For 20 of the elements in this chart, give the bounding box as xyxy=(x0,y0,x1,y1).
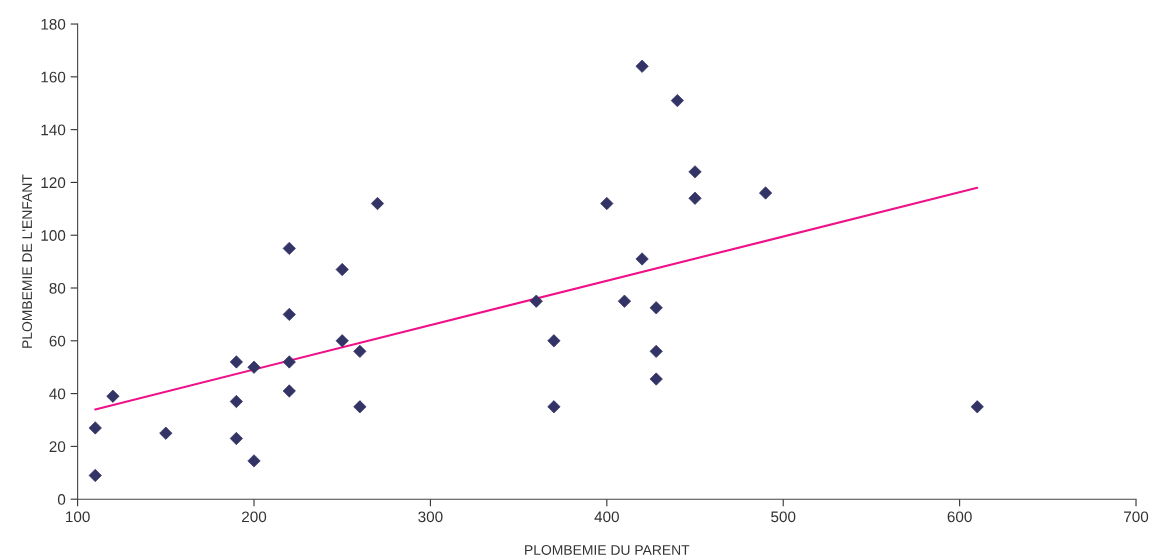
x-tick-label: 400 xyxy=(594,511,619,523)
x-tick-label: 300 xyxy=(418,511,443,523)
x-tick-label: 700 xyxy=(1124,511,1149,523)
x-tick-label: 200 xyxy=(242,511,267,523)
y-tick-label: 160 xyxy=(41,71,66,83)
x-tick-label: 100 xyxy=(66,511,90,523)
y-tick-label: 120 xyxy=(41,177,66,189)
y-tick-label: 40 xyxy=(49,388,66,400)
point xyxy=(370,196,385,211)
y-tick-label: 0 xyxy=(57,494,66,505)
y-tick-label: 140 xyxy=(41,124,66,136)
x-axis-title: PLOMBEMIE DU PARENT xyxy=(525,545,690,555)
y-tick-label: 180 xyxy=(41,18,66,30)
x-tick-label: 500 xyxy=(771,511,796,523)
y-tick-label: 20 xyxy=(49,441,66,453)
y-tick-label: 80 xyxy=(49,282,66,294)
y-tick-label: 100 xyxy=(41,230,66,241)
x-tick-label: 600 xyxy=(947,511,972,523)
y-tick-label: 60 xyxy=(49,335,66,347)
y-axis-title: PLOMBEMIE DE L'ENFANT xyxy=(22,174,33,348)
